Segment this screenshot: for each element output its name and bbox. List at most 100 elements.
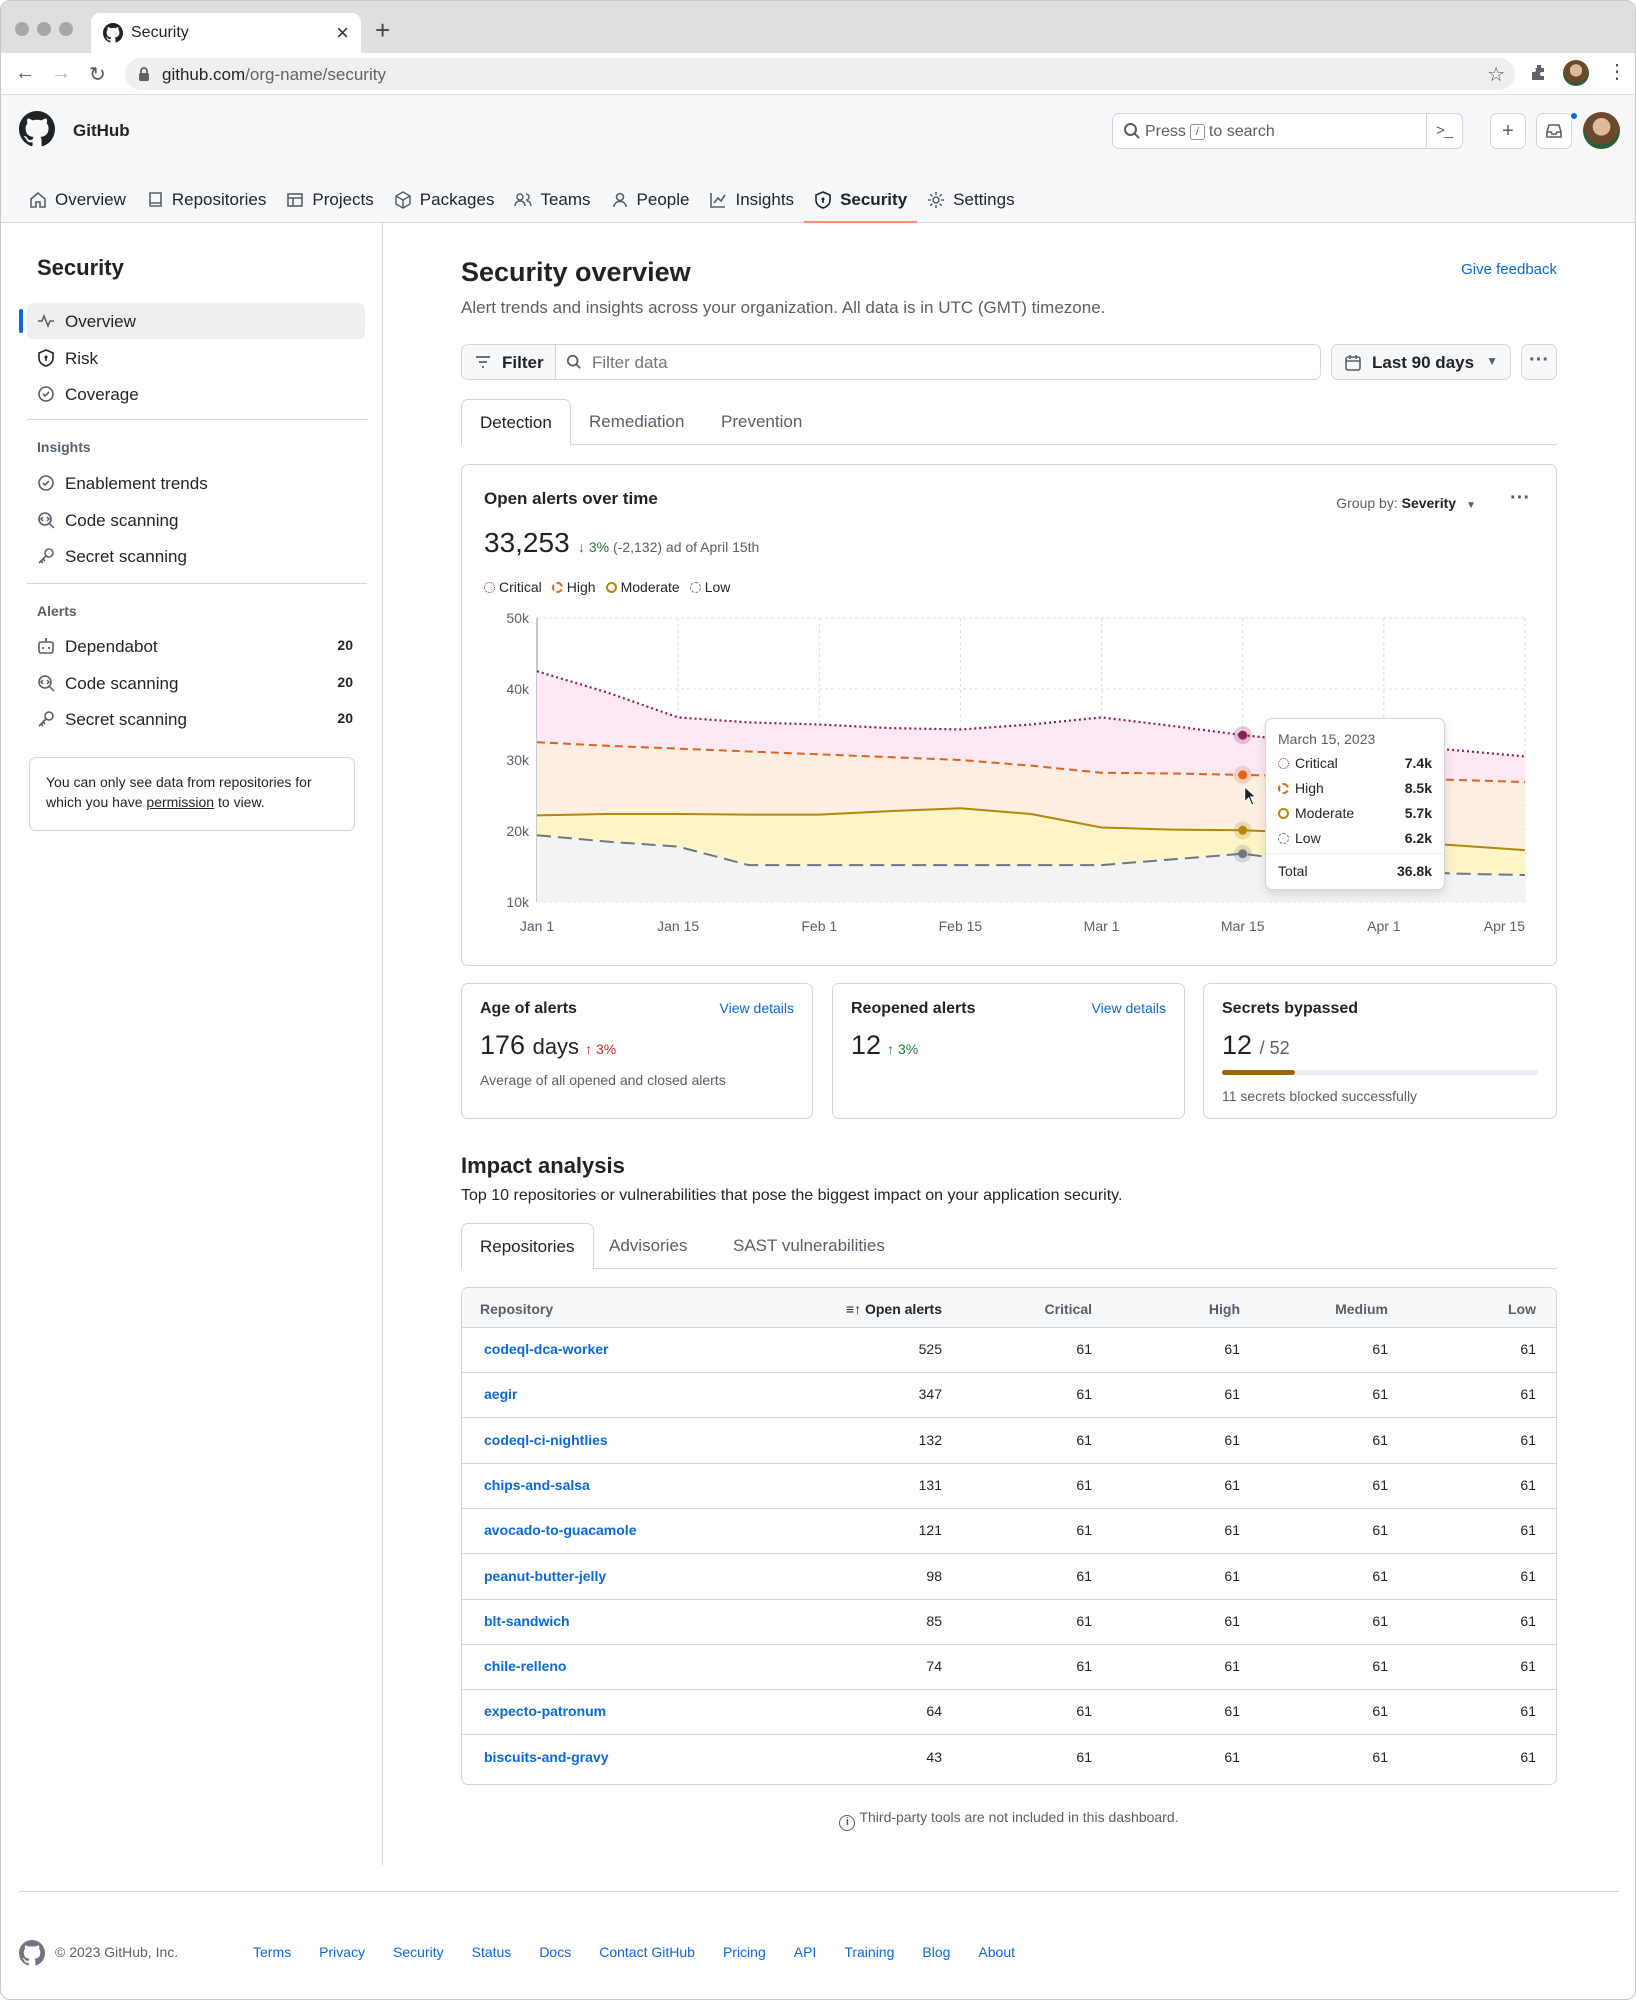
org-nav-repositories[interactable]: Repositories xyxy=(136,177,277,223)
user-avatar[interactable] xyxy=(1583,112,1620,149)
delta-percent: 3% xyxy=(588,539,610,555)
org-nav-settings[interactable]: Settings xyxy=(917,177,1024,223)
hover-point-high[interactable] xyxy=(1238,770,1248,780)
footer-link-pricing[interactable]: Pricing xyxy=(722,1944,766,1960)
repository-link[interactable]: expecto-patronum xyxy=(484,1703,607,1720)
column-header-low[interactable]: Low xyxy=(1508,1301,1536,1317)
hover-point-critical[interactable] xyxy=(1238,730,1248,740)
sidebar-insights-enablement-trends[interactable]: Enablement trends xyxy=(27,465,365,501)
repository-link[interactable]: peanut-butter-jelly xyxy=(484,1567,607,1584)
footer-link-privacy[interactable]: Privacy xyxy=(319,1944,366,1960)
footer-link-docs[interactable]: Docs xyxy=(539,1944,572,1960)
forward-icon[interactable]: → xyxy=(51,62,71,84)
footer-link-status[interactable]: Status xyxy=(471,1944,512,1960)
sidebar-item-overview[interactable]: Overview xyxy=(19,303,365,339)
org-nav-overview[interactable]: Overview xyxy=(19,177,136,223)
progress-fill xyxy=(1222,1070,1295,1075)
legend-item-moderate[interactable]: Moderate xyxy=(605,579,680,595)
sidebar-insights-code-scanning[interactable]: Code scanning xyxy=(27,502,365,538)
view-details-link[interactable]: View details xyxy=(1091,1000,1166,1016)
column-header-repository[interactable]: Repository xyxy=(480,1301,554,1317)
open-alerts-card: Open alerts over time Group by: Severity… xyxy=(461,464,1557,966)
repository-link[interactable]: chips-and-salsa xyxy=(484,1476,590,1493)
github-logo-icon[interactable] xyxy=(19,1940,45,1966)
group-by-select[interactable]: Group by: Severity ▼ xyxy=(1336,495,1476,511)
browser-tab[interactable]: Security × xyxy=(91,13,361,53)
footer-link-training[interactable]: Training xyxy=(844,1944,895,1960)
column-header-high[interactable]: High xyxy=(1208,1301,1240,1317)
search-input[interactable]: Press / to search >_ xyxy=(1112,113,1463,149)
hover-point-moderate[interactable] xyxy=(1238,825,1248,835)
sidebar-insights-secret-scanning[interactable]: Secret scanning xyxy=(27,538,365,574)
profile-avatar[interactable] xyxy=(1563,60,1589,86)
org-nav-security[interactable]: Security xyxy=(804,177,918,223)
chart-more-icon[interactable]: ··· xyxy=(1510,487,1530,509)
footer-link-blog[interactable]: Blog xyxy=(922,1944,951,1960)
repository-link[interactable]: biscuits-and-gravy xyxy=(484,1748,609,1765)
create-new-icon[interactable]: + xyxy=(1490,113,1526,149)
browser-menu-icon[interactable]: ⋮ xyxy=(1607,61,1627,83)
date-range-select[interactable]: Last 90 days ▼ xyxy=(1331,344,1511,380)
org-name-link[interactable]: GitHub xyxy=(73,121,130,140)
repository-link[interactable]: codeql-dca-worker xyxy=(484,1341,609,1357)
sidebar-alerts-secret-scanning[interactable]: Secret scanning 20 xyxy=(27,701,365,737)
github-logo-icon[interactable] xyxy=(19,111,55,147)
repository-link[interactable]: aegir xyxy=(484,1386,518,1403)
org-nav-packages[interactable]: Packages xyxy=(384,177,505,223)
footer-link-terms[interactable]: Terms xyxy=(253,1944,292,1960)
footer-link-security[interactable]: Security xyxy=(393,1944,444,1960)
repository-link[interactable]: avocado-to-guacamole xyxy=(484,1522,637,1539)
repository-link[interactable]: blt-sandwich xyxy=(484,1612,570,1629)
filter-button[interactable]: Filter xyxy=(462,345,556,379)
filter-input[interactable]: Filter data xyxy=(556,345,1320,379)
tab-repositories[interactable]: Repositories xyxy=(461,1223,594,1270)
sidebar-alerts-code-scanning[interactable]: Code scanning 20 xyxy=(27,665,365,701)
org-nav-people[interactable]: People xyxy=(601,177,700,223)
tab-detection[interactable]: Detection xyxy=(461,399,571,446)
more-options-icon[interactable]: ··· xyxy=(1521,344,1557,380)
org-nav-insights[interactable]: Insights xyxy=(699,177,804,223)
tab-prevention[interactable]: Prevention xyxy=(721,412,803,431)
footer-link-api[interactable]: API xyxy=(793,1944,817,1960)
permission-link[interactable]: permission xyxy=(146,794,215,810)
sidebar-item-coverage[interactable]: Coverage xyxy=(27,376,365,412)
minimize-window-button[interactable] xyxy=(37,22,51,36)
new-tab-icon[interactable]: + xyxy=(375,15,391,45)
url-field[interactable]: github.com/org-name/security ☆ xyxy=(125,58,1515,90)
repository-link[interactable]: chile-relleno xyxy=(484,1658,567,1675)
tab-advisories[interactable]: Advisories xyxy=(609,1236,688,1255)
repository-link[interactable]: codeql-ci-nightlies xyxy=(484,1431,608,1448)
tab-remediation[interactable]: Remediation xyxy=(589,412,685,431)
x-tick-label: Apr 1 xyxy=(1367,918,1401,934)
hover-point-low[interactable] xyxy=(1238,849,1248,859)
line-critical[interactable] xyxy=(536,670,1526,758)
column-header-open-alerts[interactable]: ≡↑ Open alerts xyxy=(842,1301,942,1317)
give-feedback-link[interactable]: Give feedback xyxy=(1461,261,1557,278)
reload-icon[interactable]: ↻ xyxy=(89,64,106,86)
sidebar-alerts-dependabot[interactable]: Dependabot 20 xyxy=(27,628,365,664)
filter-button-label: Filter xyxy=(502,353,544,372)
footer-link-about[interactable]: About xyxy=(978,1944,1015,1960)
view-details-link[interactable]: View details xyxy=(719,1000,794,1016)
column-header-medium[interactable]: Medium xyxy=(1335,1301,1388,1317)
org-nav-teams[interactable]: Teams xyxy=(504,177,600,223)
column-header-critical[interactable]: Critical xyxy=(1044,1301,1092,1317)
close-tab-icon[interactable]: × xyxy=(336,20,349,45)
legend-item-low[interactable]: Low xyxy=(689,579,730,595)
check-circle-icon xyxy=(38,386,54,402)
inbox-icon[interactable] xyxy=(1536,113,1572,149)
org-nav-projects[interactable]: Projects xyxy=(276,177,383,223)
tab-sast-vulnerabilities[interactable]: SAST vulnerabilities xyxy=(733,1236,885,1255)
table-cell-medium: 61 xyxy=(1372,1431,1388,1448)
bookmark-star-icon[interactable]: ☆ xyxy=(1487,64,1505,86)
close-window-button[interactable] xyxy=(15,22,29,36)
maximize-window-button[interactable] xyxy=(59,22,73,36)
footer-link-contact-github[interactable]: Contact GitHub xyxy=(599,1944,695,1960)
extensions-icon[interactable] xyxy=(1529,63,1549,83)
back-icon[interactable]: ← xyxy=(15,62,35,84)
legend-item-high[interactable]: High xyxy=(551,579,596,595)
sidebar-item-risk[interactable]: Risk xyxy=(27,340,365,376)
legend-item-critical[interactable]: Critical xyxy=(484,579,542,595)
table-cell-critical: 61 xyxy=(1076,1658,1092,1675)
command-palette-icon[interactable]: >_ xyxy=(1426,114,1462,148)
